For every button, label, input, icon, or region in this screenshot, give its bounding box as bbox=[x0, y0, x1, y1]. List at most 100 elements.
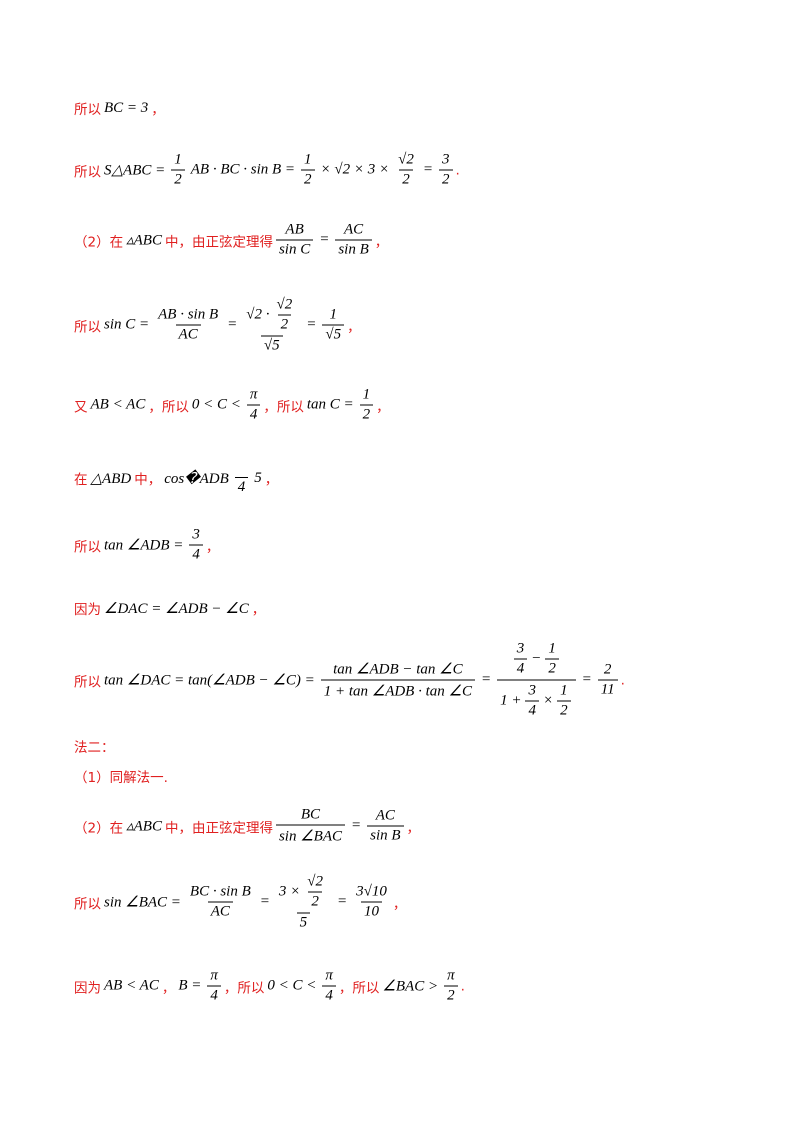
numerator: AB · sin B bbox=[155, 306, 221, 325]
numerator: 1 bbox=[545, 640, 559, 659]
text: 所以 bbox=[74, 102, 101, 118]
math-text: √2 bbox=[307, 873, 323, 890]
fraction: AB sin C bbox=[275, 221, 314, 260]
denominator: 10 bbox=[360, 901, 382, 922]
math-text: 11 bbox=[600, 681, 615, 698]
math-text: tan C = bbox=[306, 396, 354, 413]
math-text: sin B bbox=[370, 827, 401, 844]
denominator: 4 bbox=[322, 985, 336, 1006]
numerator: AC bbox=[341, 221, 366, 240]
denominator: 2 bbox=[557, 700, 571, 721]
math-text: 3 bbox=[192, 526, 200, 543]
numerator: AB bbox=[282, 221, 306, 240]
numerator: √2 bbox=[395, 151, 417, 170]
math-text: 4 bbox=[210, 987, 218, 1004]
math-text: AB · BC · sin B = bbox=[190, 161, 296, 178]
math-text: 2 bbox=[560, 702, 568, 719]
math-text: 2 bbox=[304, 171, 312, 188]
math-text: AC bbox=[343, 221, 364, 238]
text: 法二： bbox=[74, 740, 115, 756]
text: （1）同解法一. bbox=[74, 770, 168, 786]
numerator bbox=[239, 459, 245, 477]
numerator: 1 bbox=[557, 682, 571, 701]
line: 在 △ABD 中， cos�ADB 4 5， bbox=[74, 459, 278, 497]
denominator: 2 bbox=[301, 169, 315, 190]
numerator: 3√10 bbox=[353, 883, 390, 902]
math-text: 3 bbox=[516, 640, 525, 657]
math-text: √2 bbox=[398, 151, 414, 168]
math-text: tan ∠ADB = bbox=[104, 537, 184, 554]
numerator: √2 · √2 2 bbox=[243, 295, 300, 336]
text: 所以 bbox=[74, 674, 101, 690]
math-text: 2 bbox=[362, 406, 371, 423]
math-text: AC bbox=[375, 807, 395, 824]
numerator: 1 bbox=[360, 386, 374, 405]
denominator: 1 + tan ∠ADB · tan ∠C bbox=[320, 679, 475, 702]
math-text: 2 bbox=[442, 171, 450, 188]
math-text: π bbox=[447, 967, 455, 984]
text: . bbox=[455, 162, 460, 178]
text: ， bbox=[205, 539, 220, 555]
math-text: 0 < C < bbox=[191, 396, 241, 413]
text: ， bbox=[151, 102, 165, 118]
math-text: 2 bbox=[280, 316, 289, 333]
fraction: 4 bbox=[234, 459, 249, 497]
text: . bbox=[460, 978, 465, 994]
text: ， bbox=[264, 472, 279, 488]
math-text: AB < AC bbox=[104, 977, 159, 994]
fraction: 3 4−1 2 1 +3 4 × 1 2 bbox=[497, 639, 576, 722]
math-text: π bbox=[210, 967, 218, 984]
text: ， bbox=[347, 319, 361, 335]
math-text: π bbox=[249, 386, 258, 403]
math-text: AB · sin B bbox=[158, 306, 219, 323]
math-text: ∠DAC = ∠ADB − ∠C bbox=[104, 600, 249, 617]
math-text: 3 × bbox=[278, 883, 301, 900]
fraction: AC sin B bbox=[367, 807, 404, 846]
math-text: = bbox=[227, 316, 238, 333]
math-text: 3 bbox=[442, 151, 450, 168]
math-text: 1 bbox=[304, 151, 312, 168]
line: 所以 S△ABC = 1 2 AB · BC · sin B = 1 2 × √2 × 3 ×… bbox=[74, 151, 460, 190]
text: （2）在 bbox=[74, 820, 124, 836]
math-text: AB < AC bbox=[90, 396, 146, 413]
math-text: 4 bbox=[249, 406, 258, 423]
denominator: sin B bbox=[335, 239, 372, 260]
fraction: BC · sin B AC bbox=[187, 883, 254, 922]
line: （2）在 ▵ABC 中，由正弦定理得 AB sin C = AC sin B ， bbox=[74, 221, 388, 260]
line: （2）在 ▵ABC 中，由正弦定理得 BC sin ∠BAC = AC sin B ， bbox=[74, 806, 420, 847]
math-text: √2 bbox=[276, 296, 293, 313]
math-text: 1 bbox=[560, 682, 568, 699]
math-text: 1 bbox=[362, 386, 371, 403]
math-text: cos�ADB bbox=[164, 470, 229, 487]
math-text: 1 bbox=[174, 151, 182, 168]
math-text: 5 bbox=[299, 914, 308, 931]
denominator: √5 bbox=[260, 335, 283, 356]
text: ，所以 bbox=[263, 399, 304, 415]
math-text: 10 bbox=[363, 903, 379, 920]
fraction: √2 2 bbox=[395, 151, 417, 190]
text: 所以 bbox=[74, 164, 101, 180]
text: 所以 bbox=[74, 896, 101, 912]
text: ，所以 bbox=[223, 980, 265, 996]
text: ，所以 bbox=[338, 980, 380, 996]
text: 在 bbox=[74, 472, 88, 488]
text: ， bbox=[161, 980, 176, 996]
denominator: 4 bbox=[189, 544, 203, 565]
text: ，所以 bbox=[148, 399, 189, 415]
fraction: √2 2 bbox=[304, 873, 326, 912]
line: （1）同解法一. bbox=[74, 766, 168, 786]
math-text: 4 bbox=[192, 546, 200, 563]
math-text: 2 bbox=[603, 661, 612, 678]
denominator: AC bbox=[207, 901, 233, 922]
fraction: AB · sin B AC bbox=[155, 306, 221, 345]
text: 所以 bbox=[74, 539, 101, 555]
text: ， bbox=[251, 602, 266, 618]
fraction: 3√10 10 bbox=[353, 883, 390, 922]
fraction: √2 2 bbox=[274, 296, 296, 335]
math-text: 3 bbox=[528, 682, 536, 699]
line: 因为 AB < AC， B = π 4 ，所以 0 < C < π 4 ，所以 ∠BAC > π 2. bbox=[74, 967, 465, 1006]
fraction: 2 11 bbox=[597, 661, 618, 700]
